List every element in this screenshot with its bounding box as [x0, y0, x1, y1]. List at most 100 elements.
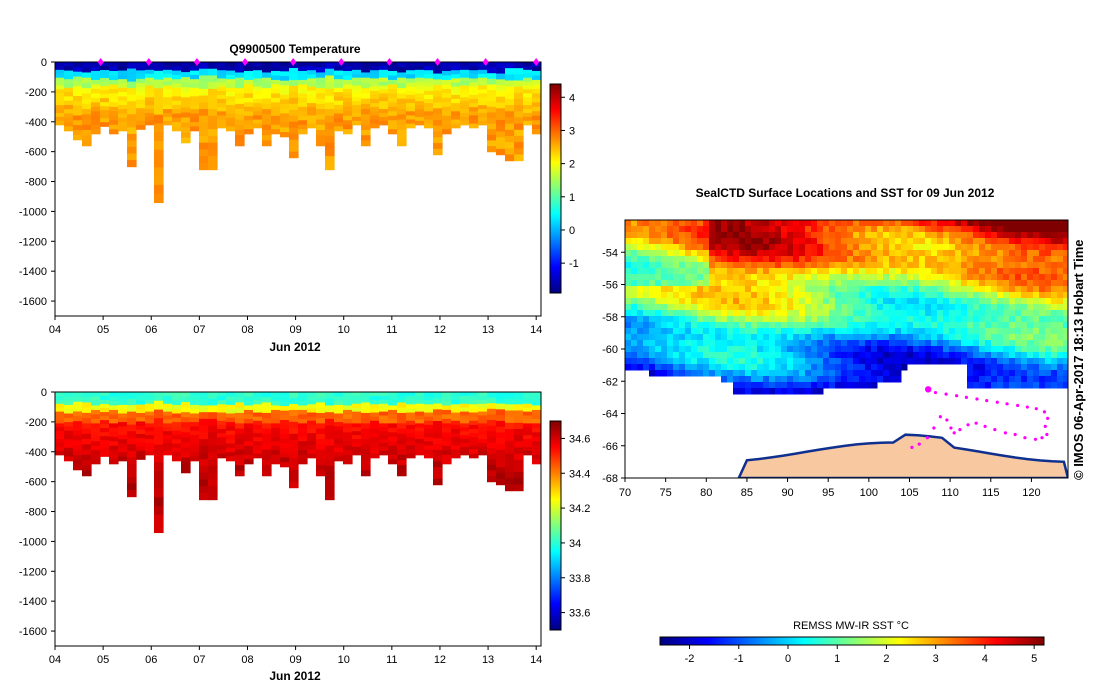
profile-cell	[343, 66, 353, 72]
profile-cell	[415, 69, 425, 75]
profile-cell	[361, 77, 371, 84]
seal-track	[910, 386, 1050, 449]
profile-cell	[91, 405, 101, 411]
sst-cell	[643, 244, 650, 251]
sst-cell	[943, 340, 950, 347]
profile-cell	[478, 411, 488, 417]
sst-cell	[655, 274, 662, 281]
sst-cell	[733, 220, 740, 227]
sst-cell	[1045, 316, 1052, 323]
sst-cell	[709, 262, 716, 269]
sst-cell	[709, 322, 716, 329]
sst-cell	[1021, 220, 1028, 227]
profile-cell	[55, 73, 65, 79]
sst-cell	[769, 364, 776, 371]
profile-cell	[55, 120, 65, 126]
sst-cell	[739, 364, 746, 371]
profile-cell	[280, 452, 290, 458]
profile-cell	[64, 417, 74, 423]
x-tick-label: 07	[193, 324, 205, 336]
profile-cell	[91, 97, 101, 103]
sst-cell	[847, 328, 854, 335]
sst-cell	[667, 298, 674, 305]
profile-cell	[325, 405, 335, 413]
profile-cell	[298, 405, 308, 411]
sst-cell	[967, 280, 974, 287]
sst-cell	[1009, 280, 1016, 287]
profile-cell	[190, 452, 200, 458]
sst-cell	[1051, 382, 1058, 389]
profile-cell	[496, 125, 506, 133]
sst-cell	[841, 352, 848, 359]
sst-cell	[889, 352, 896, 359]
profile-cell	[523, 395, 533, 401]
sst-cell	[823, 238, 830, 245]
profile-cell	[280, 76, 290, 82]
sst-cell	[673, 244, 680, 251]
sst-cell	[1051, 226, 1058, 233]
profile-cell	[370, 400, 380, 405]
profile-cell	[163, 427, 173, 432]
profile-cell	[235, 109, 245, 115]
sst-cell	[973, 304, 980, 311]
profile-cell	[82, 459, 92, 466]
profile-cell	[361, 67, 371, 74]
sst-cell	[793, 370, 800, 377]
profile-cell	[91, 414, 101, 420]
sst-cell	[1015, 322, 1022, 329]
sst-cell	[637, 256, 644, 263]
profile-cell	[190, 392, 200, 397]
sst-cell	[745, 250, 752, 257]
profile-cell	[325, 95, 335, 103]
profile-cell	[244, 111, 254, 117]
sst-cell	[883, 226, 890, 233]
profile-cell	[199, 479, 209, 487]
profile-cell	[424, 70, 434, 75]
profile-cell	[379, 81, 389, 87]
profile-cell	[64, 392, 74, 397]
profile-cell	[262, 140, 272, 147]
profile-cell	[460, 65, 470, 71]
sst-cell	[1063, 274, 1068, 281]
sst-cell	[799, 250, 806, 257]
sst-cell	[979, 280, 986, 287]
sst-cell	[967, 232, 974, 239]
sst-cell	[1039, 340, 1046, 347]
profile-cell	[505, 428, 515, 436]
profile-cell	[244, 414, 254, 420]
sst-cell	[895, 340, 902, 347]
sst-cell	[967, 376, 974, 383]
profile-cell	[127, 392, 137, 400]
sst-cell	[643, 286, 650, 293]
sst-cell	[1009, 256, 1016, 263]
profile-cell	[307, 441, 317, 447]
profile-cell	[118, 404, 128, 410]
sst-cell	[691, 226, 698, 233]
profile-cell	[262, 119, 272, 126]
profile-cell	[199, 122, 209, 130]
sst-cell	[931, 256, 938, 263]
sst-cell	[835, 226, 842, 233]
profile-cell	[442, 75, 452, 81]
sst-cell	[961, 226, 968, 233]
sst-cell	[817, 238, 824, 245]
profile-cell	[262, 402, 272, 409]
profile-cell	[460, 435, 470, 440]
profile-cell	[433, 102, 443, 109]
sst-cell	[955, 328, 962, 335]
sst-cell	[775, 250, 782, 257]
track-point	[945, 418, 949, 422]
sst-cell	[1003, 274, 1010, 281]
sst-cell	[637, 322, 644, 329]
sst-cell	[643, 262, 650, 269]
profile-cell	[163, 109, 173, 114]
sst-cell	[751, 340, 758, 347]
profile-cell	[433, 461, 443, 468]
sst-cell	[709, 238, 716, 245]
sst-cell	[817, 292, 824, 299]
profile-cell	[145, 392, 155, 397]
profile-cell	[379, 120, 389, 126]
profile-cell	[424, 420, 434, 426]
profile-cell	[208, 149, 218, 157]
sst-cell	[883, 364, 890, 371]
